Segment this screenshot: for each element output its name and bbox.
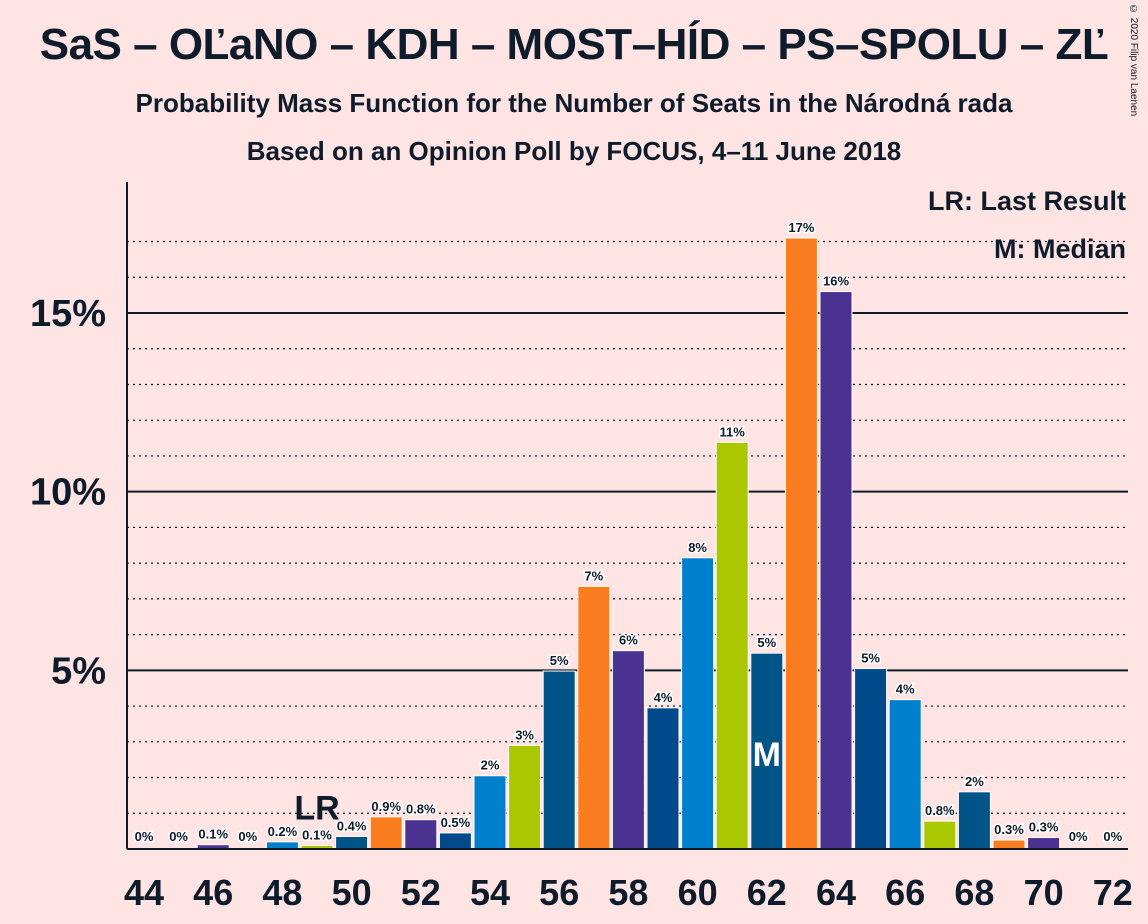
value-labels: 0% 0% 0.1% 0% 0.2% 0.1% 0.4% 0.9% 0.8% 0.5% 2% 3% 5%… [133, 218, 1124, 845]
bar-value-label: 17% [788, 220, 814, 235]
bar-value-label: 0.8% [925, 803, 955, 818]
bar-seat-58 [611, 650, 645, 850]
bar-value-label: 3% [515, 727, 534, 742]
bar-seat-61 [715, 441, 749, 850]
chart-subtitle: Probability Mass Function for the Number… [135, 88, 1013, 118]
bar-value-label: 0% [1069, 829, 1088, 844]
bar-value-label: 2% [481, 758, 500, 773]
bar-value-label: 0.8% [406, 802, 436, 817]
bar-value-label: 4% [654, 690, 673, 705]
x-tick-label: 50 [332, 872, 372, 913]
x-tick-label: 48 [262, 872, 302, 913]
last-result-marker: LR [294, 789, 339, 827]
bar-value-label: 2% [965, 774, 984, 789]
bar-seat-65 [854, 668, 888, 850]
bar-seat-55 [508, 744, 542, 850]
bar-value-label: 0% [238, 829, 257, 844]
x-tick-label: 56 [539, 872, 579, 913]
bar-seat-60 [681, 557, 715, 850]
bar-seat-51 [369, 816, 403, 850]
bar-seat-70 [1027, 837, 1061, 850]
bar-value-label: 16% [823, 274, 849, 289]
bar-value-label: 11% [720, 424, 746, 439]
x-tick-label: 64 [816, 872, 856, 913]
x-tick-label: 68 [954, 872, 994, 913]
x-tick-label: 70 [1024, 872, 1064, 913]
x-tick-label: 52 [401, 872, 441, 913]
bar-seat-59 [646, 707, 680, 850]
bar-seat-53 [438, 832, 472, 850]
x-tick-label: 66 [885, 872, 925, 913]
bar-seat-69 [992, 839, 1026, 850]
bar-seat-63 [784, 237, 818, 850]
bar-seat-64 [819, 291, 853, 850]
bar-value-label: 5% [550, 653, 569, 668]
bar-value-label: 0.2% [268, 824, 298, 839]
bar-seat-54 [473, 775, 507, 850]
x-tick-label: 62 [747, 872, 787, 913]
x-tick-label: 72 [1093, 872, 1133, 913]
x-tick-label: 54 [470, 872, 510, 913]
copyright-note: © 2020 Filip van Laenen [1128, 4, 1139, 117]
bar-seat-67 [923, 820, 957, 850]
bar-value-label: 6% [619, 633, 638, 648]
bar-value-label: 0.1% [302, 827, 332, 842]
bar-seat-56 [542, 670, 576, 850]
bar-value-label: 8% [688, 540, 707, 555]
bar-value-label: 0.3% [1029, 820, 1059, 835]
bar-seat-48 [265, 841, 299, 850]
bar-value-label: 7% [584, 568, 603, 583]
y-tick-labels: 5% 10% 15% [30, 293, 106, 692]
y-tick-label: 5% [51, 650, 106, 692]
bars-group [196, 237, 1061, 850]
bar-value-label: 4% [896, 682, 915, 697]
bar-value-label: 5% [861, 651, 880, 666]
y-tick-label: 10% [30, 472, 106, 514]
median-marker: M [753, 736, 781, 774]
x-tick-label: 46 [193, 872, 233, 913]
bar-value-label: 5% [757, 635, 776, 650]
bar-seat-50 [335, 835, 369, 850]
y-tick-label: 15% [30, 293, 106, 335]
bar-value-label: 0% [1103, 829, 1122, 844]
x-tick-label: 60 [678, 872, 718, 913]
x-tick-labels: 44 46 48 50 52 54 56 58 60 62 64 66 68 70 72 [124, 872, 1133, 913]
axes [126, 182, 1128, 850]
chart-source: Based on an Opinion Poll by FOCUS, 4–11 … [246, 136, 902, 166]
bar-seat-68 [957, 791, 991, 850]
bar-value-label: 0.3% [994, 822, 1024, 837]
bar-seat-57 [577, 585, 611, 850]
legend-median: M: Median [994, 234, 1126, 264]
bar-value-label: 0.9% [371, 799, 401, 814]
x-tick-label: 44 [124, 872, 164, 913]
chart-title: SaS – OĽaNO – KDH – MOST–HÍD – PS–SPOLU … [39, 20, 1109, 69]
bar-seat-52 [404, 819, 438, 850]
bar-seat-66 [888, 699, 922, 850]
bar-value-label: 0.1% [198, 827, 228, 842]
legend-last-result: LR: Last Result [928, 186, 1126, 216]
x-tick-label: 58 [608, 872, 648, 913]
bar-value-label: 0% [169, 829, 188, 844]
bar-value-label: 0.5% [441, 815, 471, 830]
bar-value-label: 0.4% [337, 818, 367, 833]
bar-value-label: 0% [135, 829, 154, 844]
